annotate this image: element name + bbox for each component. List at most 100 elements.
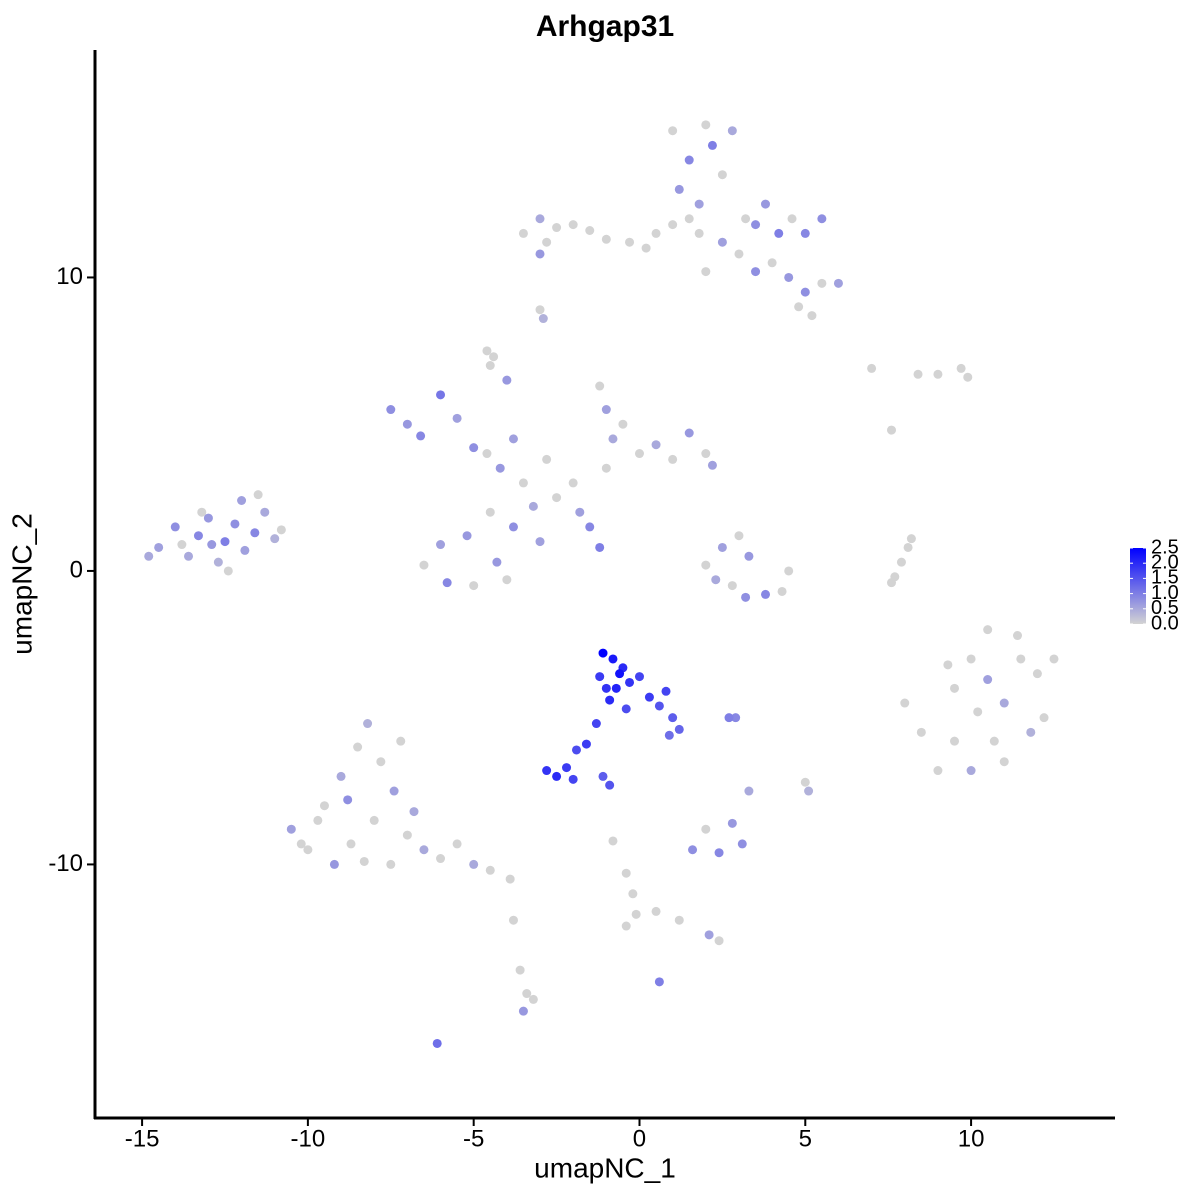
x-tick-label: -15 [125, 1125, 160, 1152]
point [409, 807, 419, 817]
point [684, 155, 694, 165]
point [760, 199, 770, 209]
point [867, 363, 877, 373]
point [485, 360, 495, 370]
point [505, 874, 515, 884]
point [482, 449, 492, 459]
point [684, 214, 694, 224]
point [634, 449, 644, 459]
point [508, 915, 518, 925]
point [436, 854, 446, 864]
point [717, 170, 727, 180]
point [353, 742, 363, 752]
point [744, 786, 754, 796]
point [343, 795, 353, 805]
point [625, 677, 635, 687]
point [784, 566, 794, 576]
point [751, 267, 761, 277]
point [154, 542, 164, 552]
point [711, 575, 721, 585]
point [485, 865, 495, 875]
colorbar-tick-label: 0.5 [1151, 597, 1179, 619]
point [492, 557, 502, 567]
x-tick-label: -10 [291, 1125, 326, 1152]
point [346, 839, 356, 849]
point [701, 120, 711, 130]
point [966, 654, 976, 664]
point [618, 419, 628, 429]
point [319, 801, 329, 811]
point [518, 228, 528, 238]
point [973, 707, 983, 717]
y-tick-label: 10 [56, 263, 83, 290]
points [144, 120, 1059, 1048]
point [144, 551, 154, 561]
point [651, 906, 661, 916]
point [528, 501, 538, 511]
point [737, 839, 747, 849]
point [605, 780, 615, 790]
point [552, 493, 562, 503]
x-tick-label: 10 [958, 1125, 985, 1152]
point [644, 692, 654, 702]
point [552, 771, 562, 781]
point [611, 683, 621, 693]
point [701, 267, 711, 277]
point [396, 736, 406, 746]
point [286, 824, 296, 834]
point [193, 531, 203, 541]
point [535, 249, 545, 259]
point [651, 440, 661, 450]
point [452, 839, 462, 849]
y-axis-label: umapNC_2 [6, 513, 37, 655]
point [452, 413, 462, 423]
point [542, 237, 552, 247]
point [751, 220, 761, 230]
point [469, 443, 479, 453]
point [714, 848, 724, 858]
point [542, 766, 552, 776]
point [800, 777, 810, 787]
point [777, 586, 787, 596]
point [591, 719, 601, 729]
point [508, 434, 518, 444]
x-tick-label: -5 [463, 1125, 484, 1152]
point [538, 314, 548, 324]
y-tick-label: -10 [48, 850, 83, 877]
point [651, 228, 661, 238]
point [621, 921, 631, 931]
point [313, 815, 323, 825]
point [608, 836, 618, 846]
point [436, 390, 446, 400]
x-tick-label: 5 [799, 1125, 812, 1152]
point [1032, 669, 1042, 679]
point [887, 425, 897, 435]
point [419, 560, 429, 570]
point [727, 581, 737, 591]
point [369, 815, 379, 825]
point [230, 519, 240, 529]
point [833, 278, 843, 288]
point [270, 534, 280, 544]
point [296, 839, 306, 849]
point [654, 977, 664, 987]
point [1013, 631, 1023, 641]
point [701, 824, 711, 834]
point [601, 405, 611, 415]
point [250, 528, 260, 538]
colorbar [1130, 548, 1146, 624]
point [950, 683, 960, 693]
point [213, 557, 223, 567]
point [760, 589, 770, 599]
point [518, 478, 528, 488]
point [668, 126, 678, 136]
point [1026, 727, 1036, 737]
point [508, 522, 518, 532]
point [485, 507, 495, 517]
point [804, 786, 814, 796]
point [386, 405, 396, 415]
point [170, 522, 180, 532]
point [416, 431, 426, 441]
point [674, 915, 684, 925]
point [983, 675, 993, 685]
